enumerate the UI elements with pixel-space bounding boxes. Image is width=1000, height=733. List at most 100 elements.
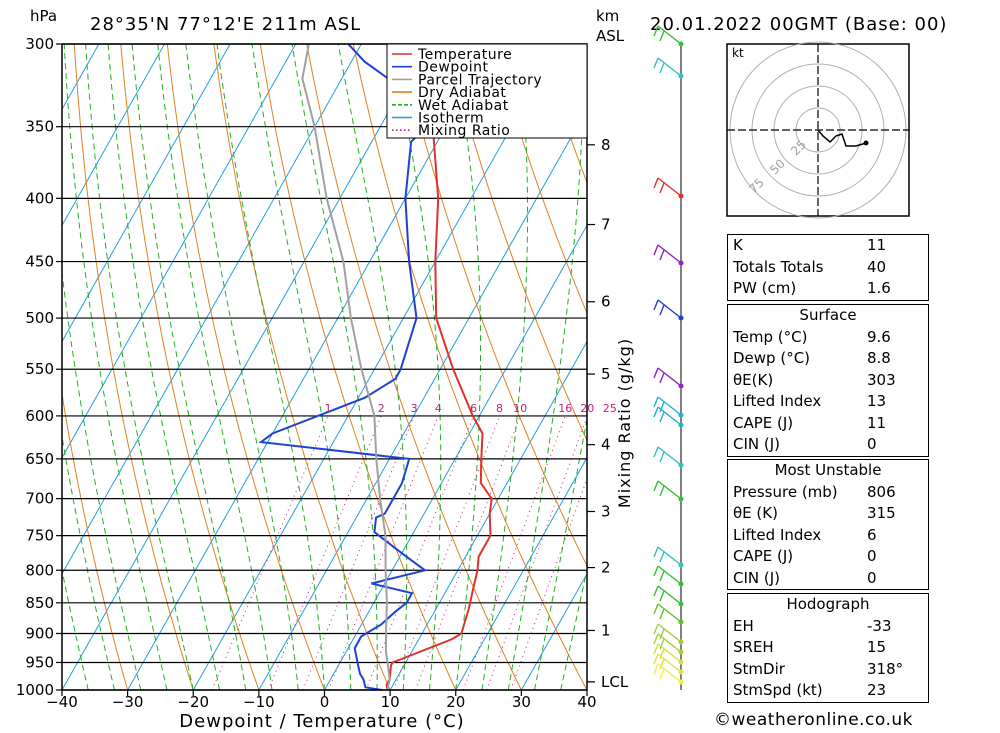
legend-entry: Dewpoint [418,60,489,76]
mixing-ratio-label: 1 [325,402,332,415]
wind-barb-feather [653,177,659,189]
wind-barb-feather [653,446,659,458]
wind-barb-feather [659,249,665,261]
pressure-tick-label: 600 [25,407,54,425]
pressure-tick-label: 550 [25,360,54,378]
table-row: PW (cm) 1.6 [733,279,891,297]
wind-barb [657,643,682,663]
wind-barb-dot [678,315,684,321]
wind-barb-feather [659,30,665,42]
height-tick-label: 8 [601,136,611,154]
dry-adiabat-line [492,44,587,315]
table-row: Lifted Index 6 [733,525,877,544]
wind-barb-feather [653,663,659,675]
most-unstable-table-title: Most Unstable [774,461,882,479]
mixing-ratio-line [328,415,439,690]
table-row: EH -33 [733,616,892,635]
wind-barb-feather [653,480,659,492]
wind-barb-feather [653,643,659,655]
surface-table-title: Surface [799,306,857,324]
dewpoint-line [258,44,428,690]
legend-entry: Temperature [417,47,512,63]
hodograph-trace [817,129,867,147]
isotherm-line [258,108,587,690]
wind-barb-feather [653,585,659,597]
wind-barb-dot [678,41,684,47]
surface-table: Surface Temp (°C) 9.6 Dewp (°C) 8.8 θE(K) 3… [727,304,929,457]
table-row: StmSpd (kt) 23 [733,681,887,699]
wind-barb [657,446,682,466]
wind-barb-feather [659,658,665,670]
isotherm-line [62,44,165,227]
wind-barb-column [653,25,684,690]
wind-barb [657,244,682,264]
table-row: θE(K) 303 [733,370,896,389]
isotherm-line [520,572,587,690]
height-tick-label: 1 [601,621,611,639]
temperature-tick-label: −10 [243,693,275,711]
wind-barb-dot [678,601,684,607]
mixing-ratio-label: 3 [411,402,418,415]
temperature-tick-labels: −40 −30 −20 −10 0 10 20 30 40 [46,690,597,711]
wind-barb-dot [678,496,684,502]
legend-entry: Wet Adiabat [418,98,509,114]
table-row: θE (K) 315 [733,504,896,522]
wind-barb [657,653,682,673]
wind-barb-feather [653,546,659,558]
mixing-ratio-label: 8 [496,402,503,415]
series-layer [258,44,546,690]
wind-barb-dot [678,462,684,468]
table-row: CAPE (J) 11 [733,413,887,432]
wind-barb [657,396,682,416]
dry-adiabat-line [213,44,391,690]
hodograph-unit-label: kt [732,46,744,60]
wind-barb-feather [659,485,665,497]
height-tick-label: 4 [601,436,611,454]
table-row: Lifted Index 13 [733,392,887,410]
wind-barb-dot [678,649,684,655]
wind-barb-dot [678,619,684,625]
wind-barb-feather [653,367,659,379]
wind-barb [657,406,682,426]
hodograph-table-title: Hodograph [786,595,870,613]
pressure-tick-label: 500 [25,309,54,327]
height-tick-label: 2 [601,559,611,577]
wind-barb-feather [659,570,665,582]
wind-barb-feather [653,623,659,635]
pressure-tick-labels: 300 350 400 450 500 550 600 650 700 750 800 850 900 9… [16,35,54,699]
asl-label: ASL [596,27,625,45]
height-tick-label: 5 [601,365,611,383]
most-unstable-table: Most Unstable Pressure (mb) 806 θE (K) 315… [727,459,929,590]
plot-frame [61,43,588,691]
x-axis-title: Dewpoint / Temperature (°C) [179,711,464,732]
hodograph-endpoint [863,140,869,146]
wind-barb-feather [659,401,665,413]
isotherm-line [324,224,587,690]
mixing-ratio-line [365,415,475,690]
wet-adiabat-line [216,44,325,690]
table-row: CIN (J) 0 [733,435,877,453]
mixing-ratio-label: 10 [513,402,527,415]
wind-barb [657,57,682,77]
pressure-tick-label: 300 [25,35,54,53]
mixing-ratio-label: 6 [470,402,477,415]
dry-adiabat-line [958,44,1000,690]
height-tick-labels: 8 7 6 5 4 3 2 1 LCL [587,136,629,691]
wind-barb-dot [678,659,684,665]
wind-barb-feather [653,25,659,37]
mixing-ratio-line [486,415,587,690]
wind-barb-feather [659,411,665,423]
wind-barb-dot [678,73,684,79]
mixing-ratio-line [510,477,587,690]
legend-entry: Dry Adiabat [418,85,506,101]
isotherm-line [62,44,428,690]
table-row: Dewp (°C) 8.8 [733,349,891,367]
wind-barb [657,367,682,387]
dry-adiabat-line [166,44,325,690]
wind-barb-feather [653,603,659,615]
credit-link[interactable]: ©weatheronline.co.uk [714,710,914,730]
temperature-tick-label: 20 [446,693,465,711]
wind-barb-feather [659,638,665,650]
